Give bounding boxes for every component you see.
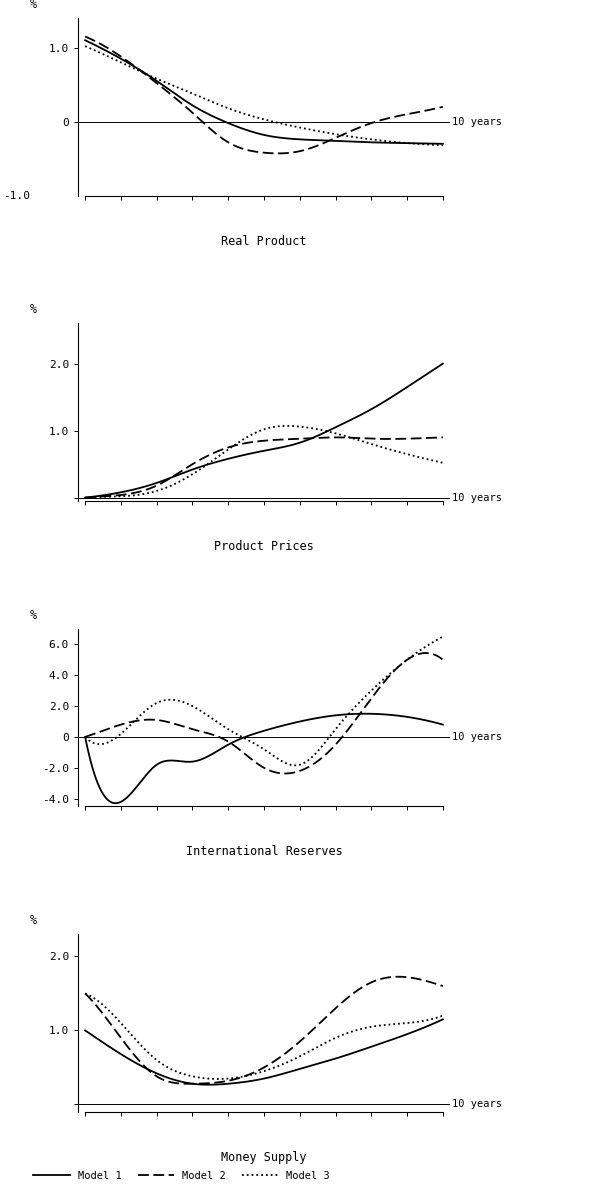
Text: 10 years: 10 years: [452, 1100, 502, 1109]
Text: %: %: [30, 0, 37, 11]
Text: 10 years: 10 years: [452, 117, 502, 126]
Text: %: %: [30, 915, 37, 927]
Text: Product Prices: Product Prices: [214, 540, 314, 553]
Text: 10 years: 10 years: [452, 732, 502, 742]
Text: Real Product: Real Product: [221, 234, 307, 248]
Text: International Reserves: International Reserves: [185, 845, 343, 858]
Text: %: %: [30, 608, 37, 621]
Text: Money Supply: Money Supply: [221, 1150, 307, 1164]
Text: 10 years: 10 years: [452, 493, 502, 502]
Text: %: %: [30, 303, 37, 316]
Legend: Model 1, Model 2, Model 3: Model 1, Model 2, Model 3: [29, 1166, 334, 1185]
Text: -1.0: -1.0: [2, 191, 29, 201]
